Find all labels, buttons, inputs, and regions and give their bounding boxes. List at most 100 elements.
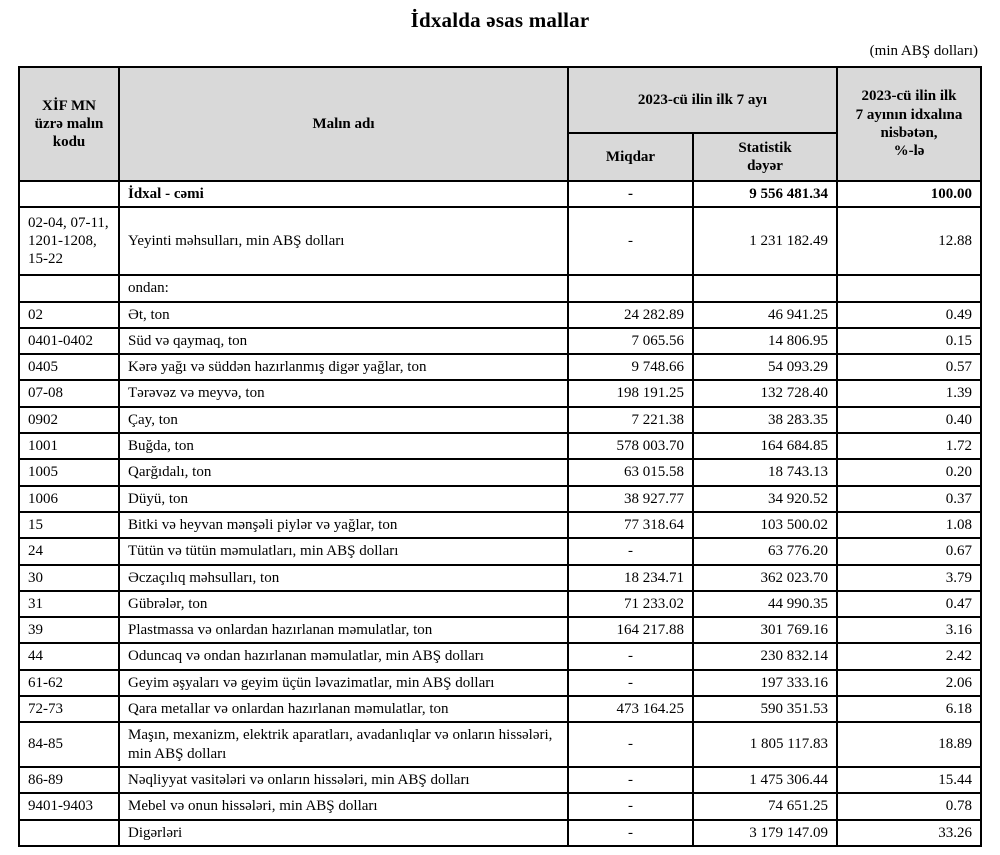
cell-quantity: 63 015.58 [567, 458, 694, 487]
cell-share: 18.89 [836, 721, 982, 768]
cell-stat-value: 14 806.95 [692, 326, 838, 356]
cell-code: 1005 [18, 458, 120, 487]
cell-share: 1.08 [836, 510, 982, 540]
cell-share: 12.88 [836, 206, 982, 277]
cell-code: 9401-9403 [18, 792, 120, 821]
cell-name: Oduncaq və ondan hazırlanan məmulatlar, … [118, 642, 569, 671]
cell-name: Mebel və onun hissələri, min ABŞ dolları [118, 792, 569, 821]
cell-code: 72-73 [18, 695, 120, 724]
table-row: 86-89 Nəqliyyat vasitələri və onların his… [18, 765, 982, 795]
cell-stat-value: 197 333.16 [692, 668, 838, 698]
table-row: 1006 Düyü, ton 38 927.77 34 920.52 0.37 [18, 484, 982, 513]
cell-share: 0.78 [836, 792, 982, 821]
cell-name: Gübrələr, ton [118, 589, 569, 619]
table-row: 30 Əczaçılıq məhsulları, ton 18 234.71 362 … [18, 563, 982, 592]
cell-code: 30 [18, 563, 120, 592]
cell-share: 3.16 [836, 616, 982, 645]
table-row: 84-85 Maşın, mexanizm, elektrik aparatlar… [18, 721, 982, 768]
cell-name: Süd və qaymaq, ton [118, 326, 569, 356]
cell-share: 0.49 [836, 300, 982, 329]
table-row: 72-73 Qara metallar və onlardan hazırlana… [18, 695, 982, 724]
cell-quantity: 164 217.88 [567, 616, 694, 645]
cell-name: Nəqliyyat vasitələri və onların hissələr… [118, 765, 569, 795]
cell-stat-value: 1 475 306.44 [692, 765, 838, 795]
cell-stat-value: 301 769.16 [692, 616, 838, 645]
cell-name: Bitki və heyvan mənşəli piylər və yağlar… [118, 510, 569, 540]
cell-share: 0.20 [836, 458, 982, 487]
cell-stat-value: 103 500.02 [692, 510, 838, 540]
cell-name: Tütün və tütün məmulatları, min ABŞ doll… [118, 537, 569, 566]
cell-quantity: - [567, 792, 694, 821]
cell-share: 15.44 [836, 765, 982, 795]
cell-code: 44 [18, 642, 120, 671]
cell-quantity: - [567, 668, 694, 698]
cell-name: Plastmassa və onlardan hazırlanan məmula… [118, 616, 569, 645]
cell-share: 0.67 [836, 537, 982, 566]
cell-quantity: 473 164.25 [567, 695, 694, 724]
table-row: İdxal - cəmi -9 556 481.34 100.00 [18, 179, 982, 209]
cell-name: Əczaçılıq məhsulları, ton [118, 563, 569, 592]
cell-share: 1.72 [836, 432, 982, 461]
cell-stat-value: 590 351.53 [692, 695, 838, 724]
cell-stat-value: 164 684.85 [692, 432, 838, 461]
cell-quantity: - [567, 818, 694, 847]
cell-code: 39 [18, 616, 120, 645]
table-row: 31 Gübrələr, ton 71 233.02 44 990.35 0.47 [18, 589, 982, 619]
table-row: 15 Bitki və heyvan mənşəli piylər və yağl… [18, 510, 982, 540]
cell-code: 61-62 [18, 668, 120, 698]
header-cell-quantity: Miqdar [567, 132, 694, 182]
cell-name: Yeyinti məhsulları, min ABŞ dolları [118, 206, 569, 277]
table-row: 02 Ət, ton 24 282.89 46 941.25 0.49 [18, 300, 982, 329]
cell-code: 02 [18, 300, 120, 329]
cell-code: 0405 [18, 353, 120, 382]
cell-name: Ət, ton [118, 300, 569, 329]
page-title: İdxalda əsas mallar [410, 8, 590, 32]
cell-share: 0.15 [836, 326, 982, 356]
cell-quantity: - [567, 179, 694, 209]
table-row: 61-62 Geyim əşyaları və geyim üçün ləvazi… [18, 668, 982, 698]
table-row: 39 Plastmassa və onlardan hazırlanan məmu… [18, 616, 982, 645]
cell-code: 24 [18, 537, 120, 566]
cell-share: 6.18 [836, 695, 982, 724]
cell-stat-value: 63 776.20 [692, 537, 838, 566]
cell-quantity: 38 927.77 [567, 484, 694, 513]
table-row: Digərləri -3 179 147.09 33.26 [18, 818, 982, 847]
cell-quantity: 24 282.89 [567, 300, 694, 329]
cell-name: Digərləri [118, 818, 569, 847]
cell-code: 1006 [18, 484, 120, 513]
table-row: 1005 Qarğıdalı, ton 63 015.58 18 743.13 0.20 [18, 458, 982, 487]
cell-quantity: 198 191.25 [567, 379, 694, 408]
cell-code: 86-89 [18, 765, 120, 795]
table-row: 44 Oduncaq və ondan hazırlanan məmulatlar… [18, 642, 982, 671]
cell-quantity: - [567, 206, 694, 277]
cell-stat-value: 74 651.25 [692, 792, 838, 821]
cell-quantity: 578 003.70 [567, 432, 694, 461]
cell-name: Kərə yağı və süddən hazırlanmış digər ya… [118, 353, 569, 382]
cell-stat-value: 46 941.25 [692, 300, 838, 329]
cell-name: ondan: [118, 274, 569, 303]
cell-share: 2.06 [836, 668, 982, 698]
cell-stat-value [692, 274, 838, 303]
cell-share [836, 274, 982, 303]
cell-name: Qara metallar və onlardan hazırlanan məm… [118, 695, 569, 724]
cell-code [18, 818, 120, 847]
cell-stat-value: 54 093.29 [692, 353, 838, 382]
header-cell-name: Malın adı [118, 66, 569, 182]
cell-stat-value: 34 920.52 [692, 484, 838, 513]
cell-quantity: - [567, 642, 694, 671]
cell-share: 3.79 [836, 563, 982, 592]
table-body: İdxal - cəmi -9 556 481.34 100.00 02-04, 07… [18, 179, 982, 847]
cell-name: Çay, ton [118, 405, 569, 435]
cell-name: Buğda, ton [118, 432, 569, 461]
cell-quantity: 77 318.64 [567, 510, 694, 540]
cell-share: 0.47 [836, 589, 982, 619]
cell-code: 15 [18, 510, 120, 540]
cell-code [18, 274, 120, 303]
cell-quantity: - [567, 765, 694, 795]
import-goods-table: XİF MN üzrə malın kodu Malın adı 2023-cü… [18, 66, 982, 847]
cell-share: 100.00 [836, 179, 982, 209]
cell-share: 2.42 [836, 642, 982, 671]
table-row: 9401-9403 Mebel və onun hissələri, min AB… [18, 792, 982, 821]
header-cell-code: XİF MN üzrə malın kodu [18, 66, 120, 182]
